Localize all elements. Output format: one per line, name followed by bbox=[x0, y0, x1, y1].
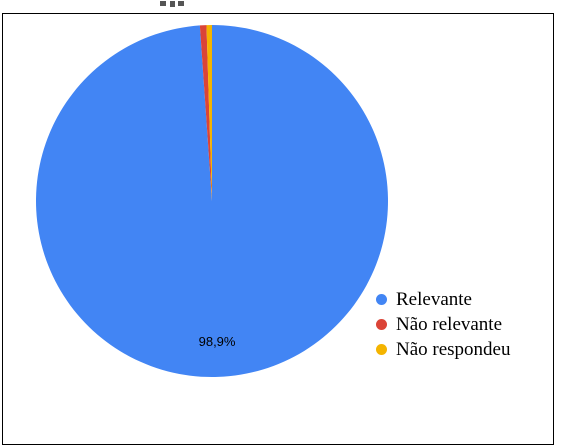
clipped-header-svg bbox=[160, 1, 184, 7]
legend-item-nao-relevante: Não relevante bbox=[376, 312, 511, 337]
legend-label-relevante: Relevante bbox=[396, 288, 472, 310]
pie-data-labels: 98,9% bbox=[199, 334, 236, 349]
pie-slice-relevante bbox=[36, 25, 388, 378]
pie-slice-nao-relevante bbox=[199, 25, 212, 201]
legend-marker-nao-respondeu bbox=[376, 344, 387, 355]
header-fragment bbox=[0, 0, 561, 12]
clipped-text-fragment bbox=[178, 1, 184, 6]
pie-slice-nao-respondeu bbox=[206, 25, 212, 201]
pie-slices bbox=[36, 25, 388, 378]
legend-marker-relevante bbox=[376, 294, 387, 305]
legend-item-nao-respondeu: Não respondeu bbox=[376, 337, 511, 362]
clipped-text-fragment bbox=[160, 1, 166, 6]
legend-label-nao-respondeu: Não respondeu bbox=[396, 338, 511, 360]
legend: Relevante Não relevante Não respondeu bbox=[376, 287, 511, 362]
legend-label-nao-relevante: Não relevante bbox=[396, 313, 503, 335]
legend-item-relevante: Relevante bbox=[376, 287, 511, 312]
data-label-relevante: 98,9% bbox=[199, 334, 236, 349]
clipped-text-fragment bbox=[170, 1, 175, 7]
legend-marker-nao-relevante bbox=[376, 319, 387, 330]
